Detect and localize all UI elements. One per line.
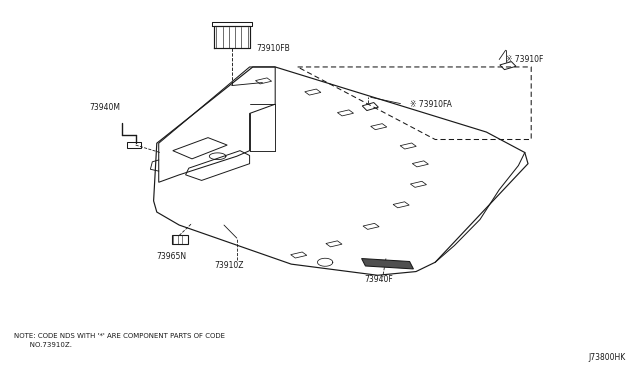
Text: 73940F: 73940F xyxy=(365,275,394,283)
Polygon shape xyxy=(362,259,413,269)
Bar xyxy=(172,235,188,244)
Text: ※ 73910F: ※ 73910F xyxy=(506,55,543,64)
Bar xyxy=(127,142,141,148)
Text: 73910Z: 73910Z xyxy=(214,262,244,270)
Text: J73800HK: J73800HK xyxy=(589,353,626,362)
Text: 73940M: 73940M xyxy=(90,103,120,112)
Text: 73965N: 73965N xyxy=(157,252,187,261)
Text: 73910FB: 73910FB xyxy=(256,44,290,53)
Text: NOTE: CODE NDS WITH '*' ARE COMPONENT PARTS OF CODE
       NO.73910Z.: NOTE: CODE NDS WITH '*' ARE COMPONENT PA… xyxy=(14,333,225,348)
Text: ※ 73910FA: ※ 73910FA xyxy=(410,100,451,109)
